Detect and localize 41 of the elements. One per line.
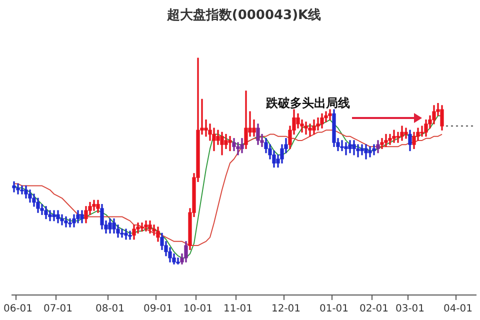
candlestick: [92, 200, 96, 211]
candlestick: [204, 120, 208, 137]
candlestick: [60, 214, 64, 226]
candlestick: [316, 117, 320, 130]
chart-title: 超大盘指数(000043)K线: [166, 8, 322, 24]
candlestick: [308, 124, 312, 137]
candlestick: [140, 222, 144, 232]
x-tick-label: 06-01: [3, 304, 33, 315]
candlestick: [328, 109, 332, 120]
candlestick: [340, 140, 344, 152]
candlestick: [392, 130, 396, 143]
candlestick: [52, 210, 56, 222]
x-tick-label: 04-01: [443, 304, 473, 315]
candlestick: [356, 144, 360, 158]
candlestick: [236, 142, 240, 156]
candlestick: [64, 216, 68, 228]
x-tick-label: 09-01: [143, 304, 173, 315]
candlestick: [360, 144, 364, 156]
candlestick: [344, 142, 348, 156]
x-tick-label: 07-01: [43, 304, 73, 315]
x-tick-label: 10-01: [183, 304, 213, 315]
candlestick: [384, 134, 388, 147]
x-tick-label: 01-01: [319, 304, 349, 315]
candlestick: [372, 144, 376, 156]
x-tick-label: 11-01: [223, 304, 253, 315]
candlestick: [128, 230, 132, 240]
x-tick-label: 08-01: [95, 304, 125, 315]
x-tick-label: 03-01: [395, 304, 425, 315]
annotation: 跌破多头出局线: [265, 96, 350, 110]
candlestick: [16, 183, 20, 194]
candlestick: [20, 185, 24, 194]
candlestick: [304, 122, 308, 135]
candlestick: [228, 136, 232, 152]
candlestick: [48, 210, 52, 222]
x-tick-label: 02-01: [359, 304, 389, 315]
candlestick: [368, 146, 372, 158]
candlestick: [124, 228, 128, 240]
candlestick: [120, 228, 124, 238]
candlestick: [68, 218, 72, 228]
candlestick: [12, 181, 16, 192]
x-tick-label: 12-01: [271, 304, 301, 315]
